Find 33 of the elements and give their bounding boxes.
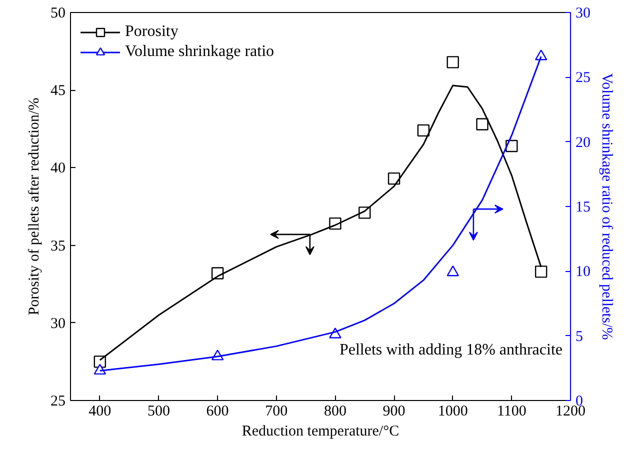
point [446, 266, 459, 276]
legend-label: Volume shrinkage ratio [125, 43, 274, 61]
y2-tick-label: 20 [576, 134, 590, 151]
y-tick-label: 30 [50, 316, 66, 332]
x-tick-label: 700 [265, 404, 288, 420]
y-axis-title: Porosity of pellets after reduction/% [26, 98, 42, 316]
annotation: Pellets with adding 18% anthracite [339, 342, 563, 358]
y-tick-label: 35 [50, 238, 66, 254]
point [534, 266, 548, 278]
x-tick-label: 1000 [438, 404, 468, 420]
x-tick-label: 1100 [496, 404, 526, 420]
y2-tick-label: 15 [576, 200, 590, 216]
y-tick-label: 50 [50, 6, 66, 22]
y2-tick-label: 5 [576, 328, 583, 345]
y2-tick-label: 25 [576, 70, 590, 86]
y2-tick-label: 30 [576, 6, 590, 22]
x-tick-label: 400 [88, 404, 112, 420]
point [94, 364, 106, 375]
point [417, 124, 430, 137]
point [446, 56, 459, 68]
y2-axis-title: Volume shrinkage ratio of reduced pellets/% [598, 73, 614, 340]
y-tick-label: 25 [50, 394, 66, 410]
x-axis-title: Reduction temperature/°C [242, 424, 400, 440]
y2-tick-label: 10 [576, 264, 590, 280]
point [476, 118, 488, 130]
x-tick-label: 800 [324, 404, 346, 420]
point [506, 140, 518, 152]
y-tick-label: 40 [50, 160, 66, 177]
x-tick-label: 900 [382, 404, 406, 420]
x-tick-label: 500 [147, 404, 170, 420]
y-tick-label: 45 [50, 83, 66, 100]
legend-label: Porosity [125, 23, 178, 41]
x-tick-label: 600 [206, 404, 229, 420]
